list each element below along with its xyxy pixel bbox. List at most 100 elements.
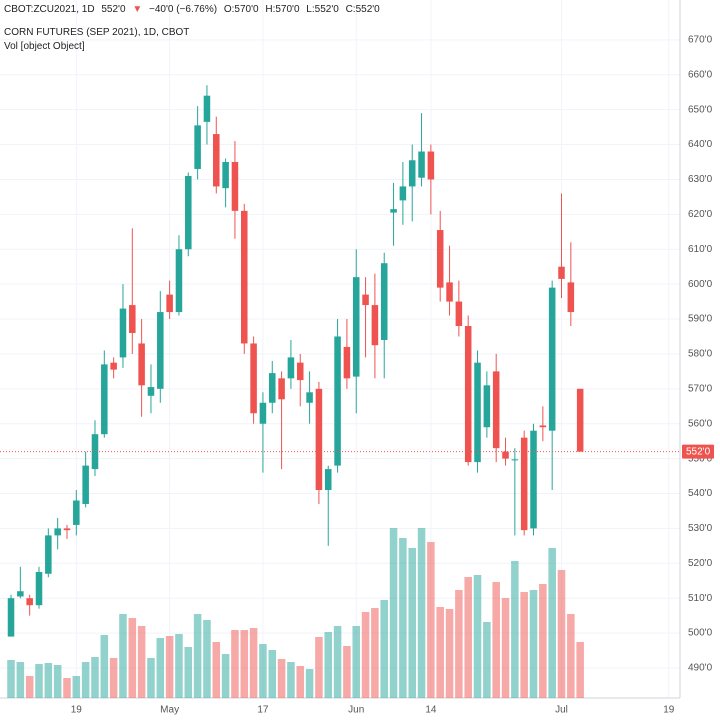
volume-bar xyxy=(520,592,528,698)
candle-body xyxy=(231,162,239,211)
volume-bar xyxy=(445,609,454,698)
candle-body xyxy=(213,134,220,187)
ohlc-high: H:570'0 xyxy=(265,4,300,15)
candle-body xyxy=(464,326,472,463)
candle-body xyxy=(548,287,556,431)
candle-body xyxy=(129,305,136,333)
volume-bar xyxy=(63,678,71,698)
candle-body xyxy=(324,469,332,491)
volume-bar xyxy=(53,665,62,698)
candle-body xyxy=(91,434,99,470)
candle-body xyxy=(54,528,61,536)
candle-body xyxy=(380,263,388,340)
volume-bar xyxy=(333,626,342,698)
candle-body xyxy=(483,385,491,428)
volume-bar xyxy=(184,647,193,698)
candle-body xyxy=(558,266,565,279)
volume-bar xyxy=(119,614,127,698)
volume-bar xyxy=(557,570,566,698)
candle-body xyxy=(446,282,453,302)
volume-bar xyxy=(305,669,314,698)
y-tick-label: 600'0 xyxy=(688,279,713,290)
volume-bar xyxy=(109,658,118,698)
volume-bar xyxy=(501,598,510,698)
candle-body xyxy=(296,362,304,381)
volume-bar xyxy=(324,632,333,698)
candle-body xyxy=(45,535,52,574)
candle-body xyxy=(194,125,201,169)
volume-bar xyxy=(436,607,444,698)
volume-bar xyxy=(249,628,258,698)
y-tick-label: 560'0 xyxy=(688,418,713,429)
candle-body xyxy=(530,430,537,529)
volume-bar xyxy=(175,634,183,698)
candle-body xyxy=(427,151,435,180)
candle-body xyxy=(567,282,575,313)
volume-bar xyxy=(147,658,155,698)
x-tick-label: 19 xyxy=(663,705,675,716)
volume-bar xyxy=(16,662,25,698)
candle-body xyxy=(315,388,323,491)
candle-body xyxy=(26,598,33,606)
candle-body xyxy=(334,336,341,466)
volume-bar xyxy=(7,660,15,698)
candle-body xyxy=(278,378,285,400)
candle-body xyxy=(73,500,80,525)
candle-body xyxy=(492,371,500,449)
candle-body xyxy=(287,357,295,379)
y-tick-label: 570'0 xyxy=(688,383,713,394)
volume-bar xyxy=(35,664,43,698)
candle-body xyxy=(110,362,117,370)
y-tick-label: 620'0 xyxy=(688,209,713,220)
y-tick-label: 530'0 xyxy=(688,523,713,534)
candle-body xyxy=(82,465,89,504)
candle-body xyxy=(35,572,43,606)
symbol[interactable]: CBOT:ZCU2021, 1D xyxy=(4,4,95,15)
volume-bar xyxy=(296,666,305,698)
y-tick-label: 490'0 xyxy=(688,663,713,674)
x-tick-label: May xyxy=(160,705,179,716)
y-tick-label: 670'0 xyxy=(688,35,713,46)
candle-body xyxy=(185,175,192,250)
volume-bar xyxy=(427,542,435,698)
candle-body xyxy=(101,364,108,435)
volume-bar xyxy=(455,590,463,698)
volume-bar xyxy=(137,626,146,698)
volume-bar xyxy=(315,637,323,698)
volume-bar xyxy=(352,626,361,698)
candle-body xyxy=(436,230,444,288)
candle-body xyxy=(511,459,519,461)
candle-body xyxy=(474,362,481,463)
volume-bar xyxy=(100,635,109,698)
last-price-label: 552'0 xyxy=(686,446,711,457)
volume-bar xyxy=(212,642,221,698)
volume-bar xyxy=(361,612,370,698)
candle-body xyxy=(418,151,425,178)
candle-body xyxy=(17,591,24,597)
x-tick-label: 19 xyxy=(71,705,83,716)
volume-bar xyxy=(240,630,249,698)
volume-bar xyxy=(128,618,137,698)
change-arrow: ▼ xyxy=(132,4,143,15)
candle-body xyxy=(259,402,267,424)
volume-bar xyxy=(259,644,267,698)
y-tick-label: 650'0 xyxy=(688,104,713,115)
candle-body xyxy=(147,387,155,396)
symbol-header: CBOT:ZCU2021, 1D 552'0 ▼ −40'0 (−6.76%) … xyxy=(4,4,384,15)
candle-body xyxy=(157,312,164,389)
change: −40'0 (−6.76%) xyxy=(149,4,218,15)
volume-bar xyxy=(483,622,491,698)
candle-body xyxy=(362,294,369,306)
candle-body xyxy=(408,160,416,187)
candle-body xyxy=(138,343,145,386)
candle-body xyxy=(203,95,211,122)
y-tick-label: 640'0 xyxy=(688,139,713,150)
volume-legend[interactable]: Vol [object Object] xyxy=(4,41,85,52)
chart-title[interactable]: CORN FUTURES (SEP 2021), 1D, CBOT xyxy=(4,27,190,38)
x-tick-label: Jul xyxy=(555,705,568,716)
volume-bar xyxy=(91,657,99,698)
volume-bar xyxy=(473,575,482,698)
x-tick-label: 14 xyxy=(425,705,437,716)
volume-bar xyxy=(529,590,538,698)
y-tick-label: 590'0 xyxy=(688,314,713,325)
